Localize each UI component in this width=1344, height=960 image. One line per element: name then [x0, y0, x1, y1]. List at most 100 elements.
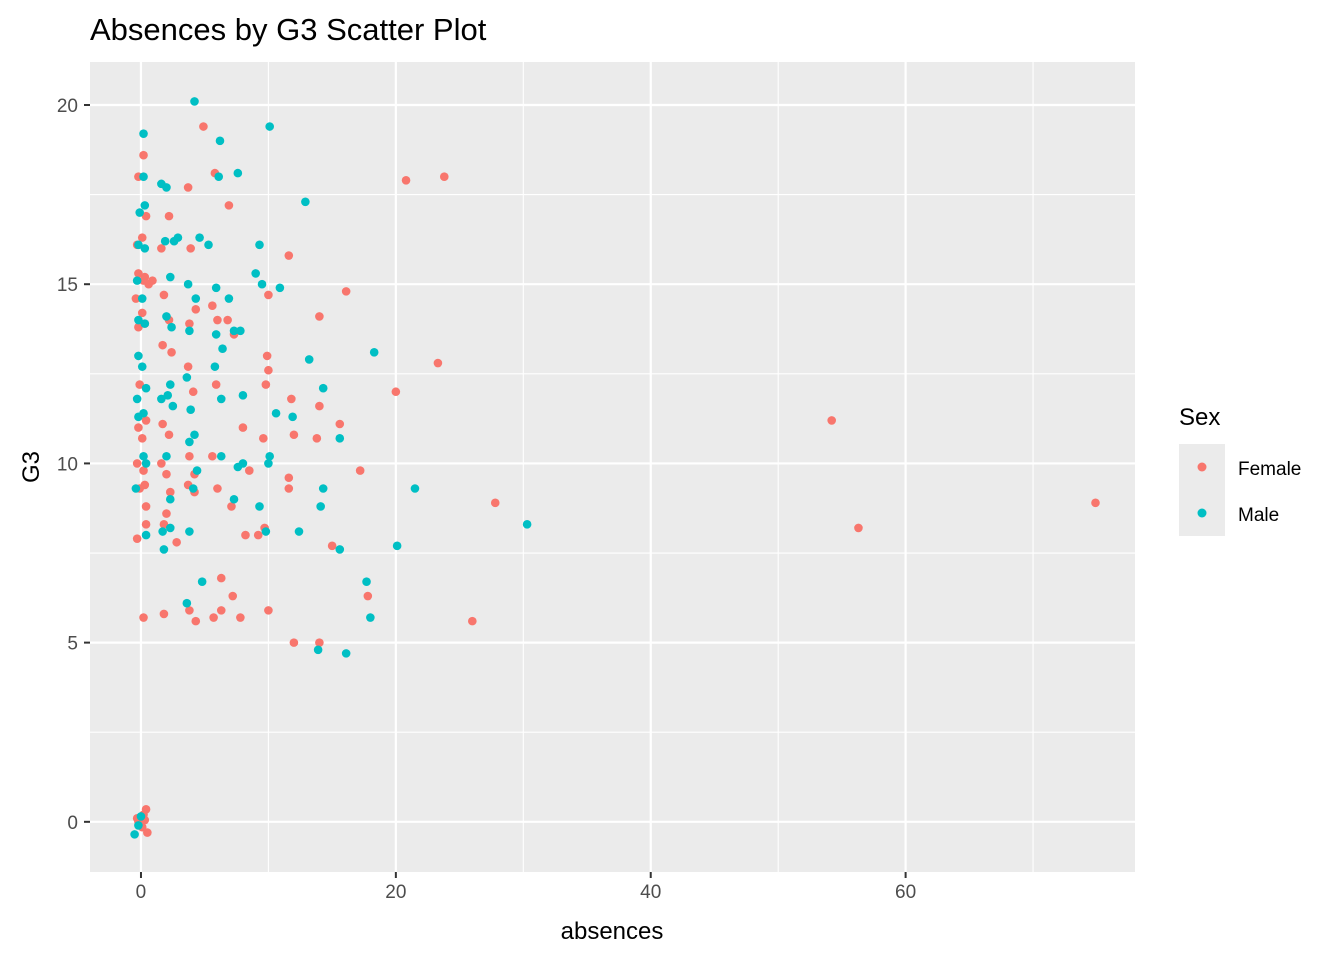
point-male — [168, 401, 178, 411]
point-female — [216, 606, 226, 615]
point-female — [213, 315, 222, 325]
point-male — [191, 294, 201, 303]
point-female — [224, 201, 234, 210]
point-female — [159, 290, 169, 300]
legend-label-male: Male — [1238, 505, 1279, 526]
point-female — [262, 351, 272, 361]
point-male — [251, 269, 260, 278]
point-female — [186, 244, 195, 253]
point-female — [132, 534, 142, 543]
point-female — [141, 804, 151, 814]
point-female — [209, 613, 218, 622]
point-female — [208, 451, 217, 461]
point-male — [215, 136, 225, 146]
point-male — [288, 412, 297, 422]
point-female — [183, 362, 193, 371]
point-male — [204, 240, 213, 250]
point-male — [134, 412, 143, 422]
point-male — [173, 233, 183, 242]
point-male — [211, 330, 221, 339]
point-female — [141, 416, 151, 425]
point-female — [164, 211, 174, 221]
point-male — [185, 326, 194, 336]
point-female — [139, 466, 148, 475]
point-male — [163, 391, 173, 400]
point-male — [318, 484, 328, 493]
point-male — [162, 312, 171, 321]
point-male — [522, 520, 532, 529]
point-female — [159, 520, 169, 529]
point-male — [158, 527, 167, 536]
point-male — [139, 172, 148, 181]
point-female — [315, 638, 324, 647]
point-male — [255, 502, 264, 511]
point-female — [228, 591, 238, 601]
y-axis-title: G3 — [18, 451, 45, 483]
point-male — [159, 545, 169, 554]
point-male — [197, 577, 207, 586]
point-male — [216, 394, 226, 404]
point-female — [363, 591, 373, 601]
point-male — [190, 430, 199, 440]
y-tick-label: 20 — [57, 96, 78, 117]
point-female — [158, 419, 167, 429]
legend-label-female: Female — [1238, 459, 1301, 480]
point-male — [275, 283, 285, 293]
point-male — [238, 459, 248, 468]
point-female — [264, 606, 273, 615]
point-female — [264, 290, 273, 300]
point-male — [134, 240, 143, 250]
point-male — [392, 541, 402, 551]
point-female — [315, 401, 324, 411]
point-male — [137, 294, 147, 303]
point-female — [355, 466, 365, 475]
point-female — [213, 484, 222, 493]
point-female — [401, 175, 411, 185]
point-male — [186, 405, 195, 414]
point-female — [148, 276, 157, 285]
y-axis: 0 5 10 15 20 — [57, 96, 90, 834]
point-male — [130, 830, 139, 839]
minor-gridlines — [90, 62, 1135, 872]
point-male — [167, 322, 176, 332]
point-female — [244, 466, 254, 475]
point-male — [162, 183, 171, 192]
point-male — [313, 645, 323, 655]
point-male — [165, 494, 175, 504]
x-tick-label: 60 — [895, 882, 916, 903]
point-female — [264, 365, 273, 375]
point-female — [134, 269, 143, 278]
point-female — [854, 523, 863, 533]
point-male — [211, 283, 221, 293]
point-female — [191, 616, 201, 626]
point-female — [211, 380, 221, 389]
point-male — [366, 613, 375, 622]
point-female — [468, 616, 477, 626]
y-tick-label: 5 — [67, 634, 78, 655]
point-male — [131, 484, 141, 493]
point-female — [191, 305, 201, 314]
point-male — [134, 315, 143, 325]
point-male — [369, 348, 379, 357]
point-male — [362, 577, 371, 586]
point-female — [188, 387, 198, 397]
point-male — [140, 319, 150, 328]
point-female — [137, 308, 147, 318]
x-tick-label: 0 — [136, 882, 147, 903]
point-male — [224, 294, 234, 303]
point-female — [433, 358, 443, 368]
point-male — [139, 451, 148, 461]
point-male — [183, 279, 193, 289]
x-axis: 0 20 40 60 — [136, 872, 916, 903]
point-male — [216, 451, 226, 461]
point-male — [132, 394, 142, 404]
point-male — [134, 351, 143, 361]
point-male — [160, 236, 170, 246]
point-male — [185, 437, 194, 447]
legend-key-male — [1197, 508, 1207, 518]
point-male — [195, 233, 204, 242]
point-male — [134, 821, 143, 830]
point-male — [162, 451, 171, 461]
point-female — [287, 394, 296, 404]
point-female — [134, 322, 143, 332]
